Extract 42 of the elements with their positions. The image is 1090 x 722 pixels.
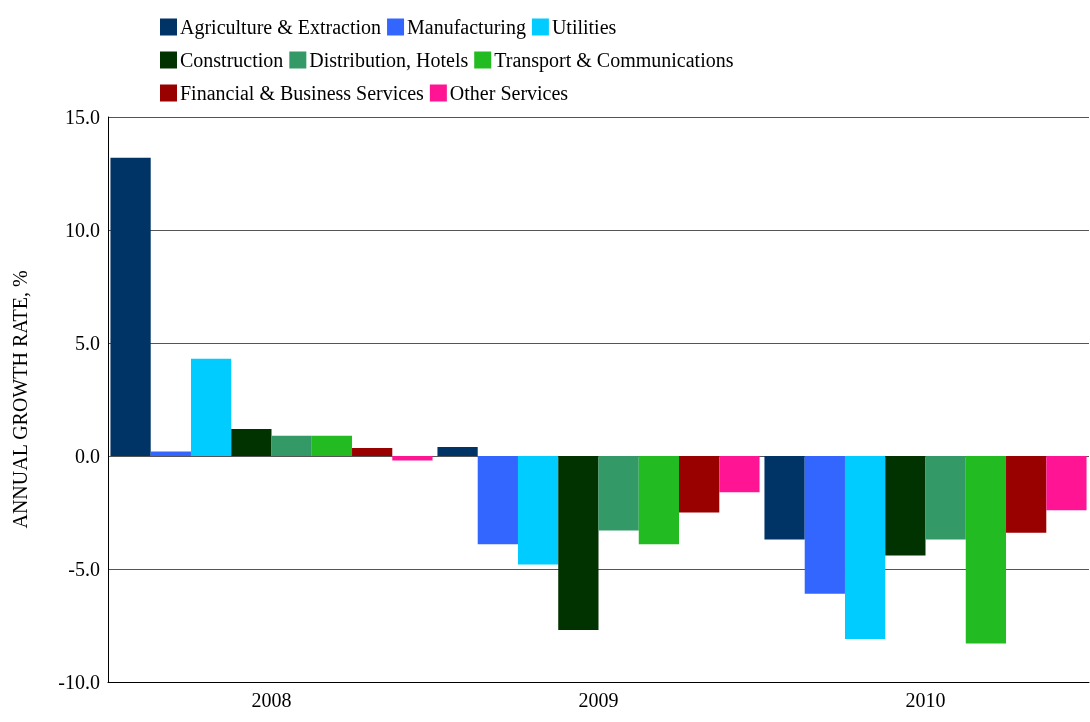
y-tick-label: 5.0 — [75, 332, 100, 354]
bar — [1006, 456, 1047, 533]
bar — [190, 358, 232, 456]
legend-label: Distribution, Hotels — [309, 49, 469, 71]
bar — [844, 456, 886, 640]
legend-label: Agriculture & Extraction — [180, 16, 382, 39]
bar — [352, 448, 393, 456]
legend-label: Construction — [180, 49, 284, 71]
bar — [719, 456, 760, 493]
y-axis-title: ANNUAL GROWTH RATE, % — [9, 270, 31, 529]
bar — [271, 435, 312, 456]
x-tick-label: 2008 — [251, 689, 292, 711]
bar — [598, 456, 639, 531]
bar — [231, 428, 272, 456]
bar — [885, 456, 926, 556]
bar — [311, 435, 353, 456]
y-tick-label: 15.0 — [65, 106, 100, 128]
bar — [517, 456, 559, 565]
bar — [150, 451, 191, 456]
x-tick-label: 2009 — [578, 689, 619, 711]
legend-label: Utilities — [551, 16, 617, 38]
bar — [679, 456, 720, 513]
bar — [110, 157, 151, 456]
bar — [558, 456, 599, 631]
legend-label: Transport & Communications — [494, 49, 734, 72]
bar — [638, 456, 680, 545]
x-tick-label: 2010 — [905, 689, 946, 711]
bar — [965, 456, 1007, 644]
legend-label: Other Services — [449, 82, 569, 104]
legend-label: Financial & Business Services — [180, 82, 425, 104]
bar — [392, 456, 433, 461]
legend-label: Manufacturing — [407, 16, 526, 39]
bar — [1046, 456, 1087, 511]
bar — [477, 456, 518, 545]
bar — [804, 456, 845, 594]
bar — [764, 456, 805, 540]
bar — [437, 446, 478, 456]
y-tick-label: 0.0 — [75, 445, 100, 467]
y-tick-label: -10.0 — [58, 671, 100, 693]
y-tick-label: -5.0 — [68, 558, 100, 580]
bar — [925, 456, 966, 540]
y-tick-label: 10.0 — [65, 219, 100, 241]
